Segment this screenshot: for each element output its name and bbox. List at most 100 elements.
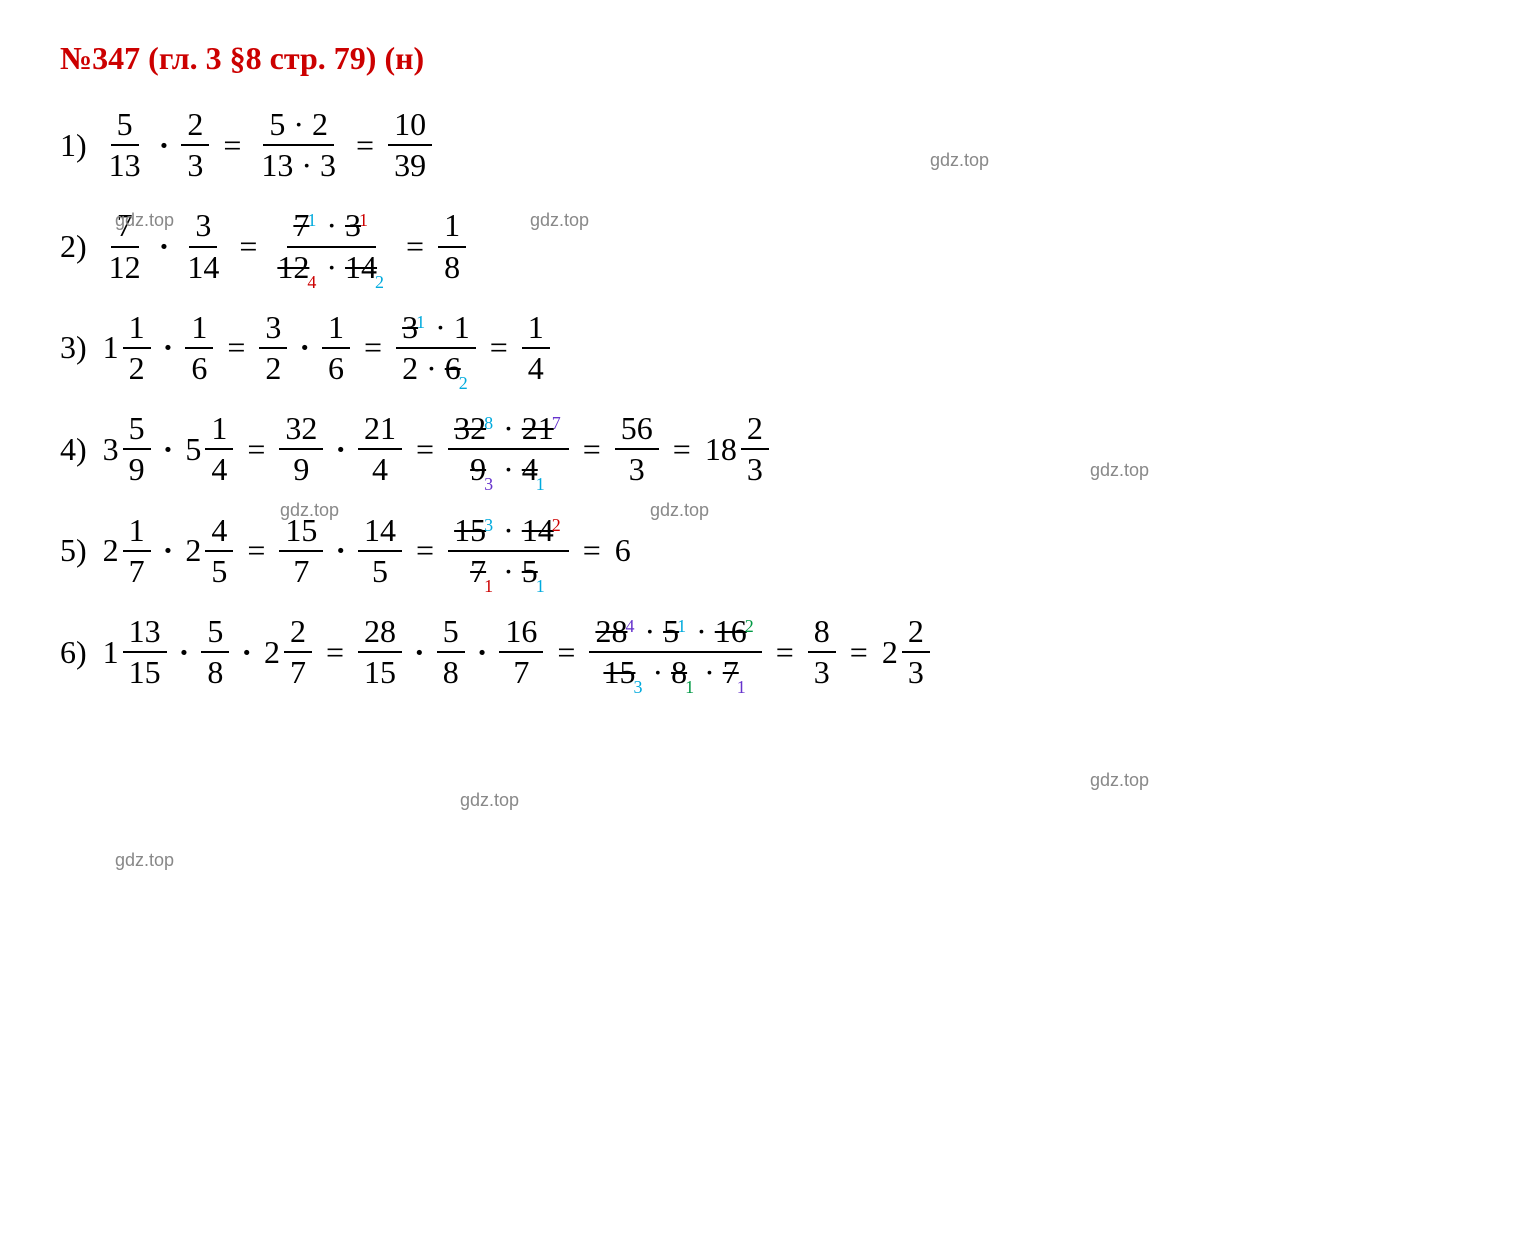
fraction-numerator: 5 bbox=[111, 107, 139, 146]
subscript: 2 bbox=[459, 373, 468, 393]
cancelled-value: 32 bbox=[454, 410, 486, 446]
fraction: 329 bbox=[279, 411, 323, 487]
mixed-number: 112 bbox=[103, 310, 151, 386]
separator: · bbox=[644, 654, 671, 690]
cancelled-value: 12 bbox=[277, 249, 309, 285]
plain-value: 2 bbox=[402, 350, 418, 386]
equals-sign: = bbox=[410, 431, 440, 468]
fraction-numerator: 2 bbox=[741, 411, 769, 450]
multiply-dot: · bbox=[159, 329, 178, 366]
plain-number: 6 bbox=[615, 532, 631, 569]
fraction: 563 bbox=[615, 411, 659, 487]
fraction: 58 bbox=[437, 614, 465, 690]
fraction-numerator: 56 bbox=[615, 411, 659, 450]
subscript: 1 bbox=[536, 576, 545, 596]
subscript: 2 bbox=[375, 272, 384, 292]
separator: · bbox=[318, 207, 345, 243]
problem-row: 5)217·245=157·145=153 · 14271 · 51=6 bbox=[60, 513, 1473, 589]
cancelled-value: 15 bbox=[454, 512, 486, 548]
cancelled-fraction: 328 · 21793 · 41 bbox=[448, 411, 569, 487]
problem-number: 5) bbox=[60, 532, 87, 569]
fraction: 14 bbox=[205, 411, 233, 487]
equals-sign: = bbox=[241, 532, 271, 569]
fraction-numerator: 2 bbox=[902, 614, 930, 653]
multiply-dot: · bbox=[410, 634, 429, 671]
fraction: 513 bbox=[103, 107, 147, 183]
fraction: 1315 bbox=[123, 614, 167, 690]
fraction-denominator: 8 bbox=[201, 653, 229, 690]
fraction-denominator: 3 bbox=[741, 450, 769, 487]
multiply-dot: · bbox=[159, 532, 178, 569]
mixed-number: 359 bbox=[103, 411, 151, 487]
fraction-numerator: 1 bbox=[185, 310, 213, 349]
cancelled-value: 21 bbox=[522, 410, 554, 446]
fraction-numerator: 1 bbox=[123, 513, 151, 552]
fraction-denominator: 4 bbox=[522, 349, 550, 386]
fraction-denominator: 9 bbox=[287, 450, 315, 487]
fraction-denominator: 2 bbox=[123, 349, 151, 386]
multiply-dot: · bbox=[175, 634, 194, 671]
mixed-number: 1823 bbox=[705, 411, 769, 487]
problem-number: 1) bbox=[60, 127, 87, 164]
fraction-denominator: 8 bbox=[438, 248, 466, 285]
fraction: 59 bbox=[123, 411, 151, 487]
problem-number: 4) bbox=[60, 431, 87, 468]
fraction-numerator: 16 bbox=[499, 614, 543, 653]
fraction-denominator: 2 · 62 bbox=[396, 349, 476, 386]
fraction-denominator: 39 bbox=[388, 146, 432, 183]
multiply-dot: · bbox=[237, 634, 256, 671]
fraction-denominator: 15 bbox=[123, 653, 167, 690]
fraction-numerator: 5 bbox=[123, 411, 151, 450]
watermark: gdz.top bbox=[460, 790, 519, 811]
equals-sign: = bbox=[410, 532, 440, 569]
equals-sign: = bbox=[577, 431, 607, 468]
mixed-number: 245 bbox=[185, 513, 233, 589]
equals-sign: = bbox=[770, 634, 800, 671]
mixed-number: 217 bbox=[103, 513, 151, 589]
fraction-numerator: 13 bbox=[123, 614, 167, 653]
fraction-numerator: 8 bbox=[808, 614, 836, 653]
cancelled-value: 14 bbox=[522, 512, 554, 548]
fraction-denominator: 93 · 41 bbox=[464, 450, 553, 487]
fraction: 27 bbox=[284, 614, 312, 690]
fraction-numerator: 28 bbox=[358, 614, 402, 653]
equals-sign: = bbox=[484, 329, 514, 366]
multiply-dot: · bbox=[473, 634, 492, 671]
fraction: 45 bbox=[205, 513, 233, 589]
mixed-whole: 1 bbox=[103, 329, 119, 366]
multiply-dot: · bbox=[295, 329, 314, 366]
fraction: 314 bbox=[181, 208, 225, 284]
equals-sign: = bbox=[217, 127, 247, 164]
problem-row: 6)11315·58·227=2815·58·167=284 · 51 · 16… bbox=[60, 614, 1473, 690]
problem-number: 2) bbox=[60, 228, 87, 265]
superscript: 1 bbox=[359, 210, 368, 230]
fraction-denominator: 71 · 51 bbox=[464, 552, 553, 589]
fraction-denominator: 3 bbox=[902, 653, 930, 690]
problems-container: 1)513·23=5 · 213 · 3=10392)712·314=71 · … bbox=[60, 107, 1473, 690]
separator: · bbox=[495, 512, 522, 548]
superscript: 2 bbox=[745, 616, 754, 636]
fraction-numerator: 1 bbox=[438, 208, 466, 247]
separator: · bbox=[688, 613, 715, 649]
separator: · bbox=[318, 249, 345, 285]
fraction: 16 bbox=[185, 310, 213, 386]
fraction: 18 bbox=[438, 208, 466, 284]
fraction-numerator: 2 bbox=[284, 614, 312, 653]
equals-sign: = bbox=[358, 329, 388, 366]
separator: · bbox=[636, 613, 663, 649]
mixed-whole: 2 bbox=[264, 634, 280, 671]
mixed-whole: 2 bbox=[103, 532, 119, 569]
problem-row: 2)712·314=71 · 31124 · 142=18 bbox=[60, 208, 1473, 284]
fraction: 23 bbox=[902, 614, 930, 690]
equals-sign: = bbox=[667, 431, 697, 468]
fraction: 167 bbox=[499, 614, 543, 690]
fraction-denominator: 8 bbox=[437, 653, 465, 690]
fraction: 32 bbox=[259, 310, 287, 386]
superscript: 3 bbox=[484, 515, 493, 535]
problem-number: 6) bbox=[60, 634, 87, 671]
fraction-numerator: 2 bbox=[181, 107, 209, 146]
superscript: 4 bbox=[625, 616, 634, 636]
fraction-denominator: 2 bbox=[259, 349, 287, 386]
watermark: gdz.top bbox=[115, 850, 174, 871]
fraction: 1039 bbox=[388, 107, 432, 183]
